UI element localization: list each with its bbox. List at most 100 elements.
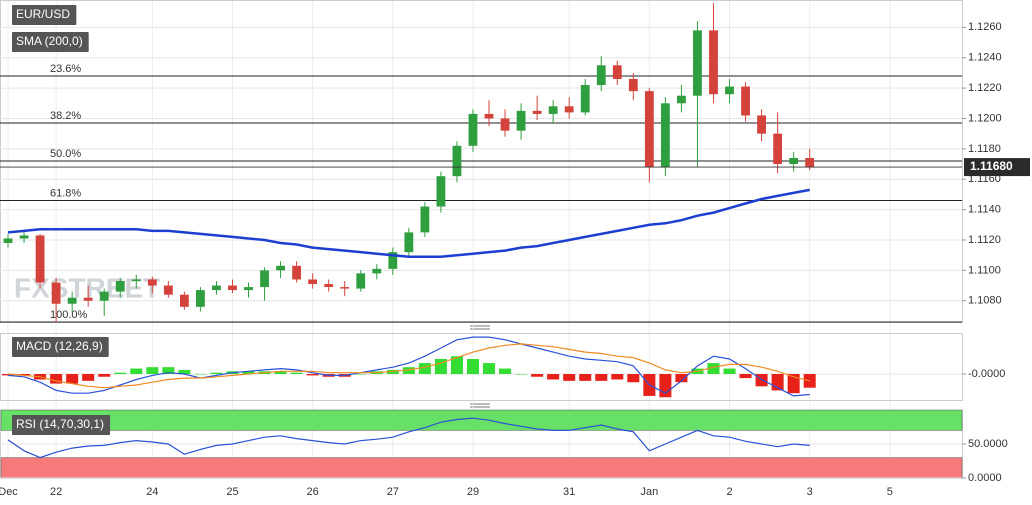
histogram-bar <box>450 356 463 375</box>
candle-body <box>773 133 783 165</box>
candle-body <box>340 287 350 289</box>
histogram-bar <box>98 374 111 377</box>
y-tick-label: 1.1140 <box>968 204 1001 216</box>
histogram-bar <box>434 358 447 375</box>
label-box <box>12 337 109 357</box>
histogram-bar <box>162 367 175 375</box>
y-tick-label: 50.0000 <box>968 438 1008 450</box>
histogram-bar <box>739 374 752 379</box>
histogram-bar <box>531 374 544 377</box>
candle-body <box>35 235 45 283</box>
label-box <box>12 32 89 52</box>
fib-label: 61.8% <box>50 187 81 199</box>
x-tick-label: 5 <box>887 486 893 498</box>
candle-body <box>532 110 542 114</box>
candle-body <box>67 297 77 304</box>
x-tick-label: 29 <box>467 486 479 498</box>
histogram-bar <box>466 358 479 375</box>
histogram-bar <box>579 374 592 381</box>
x-tick-label: Dec <box>0 486 18 498</box>
histogram-bar <box>627 374 640 383</box>
candle-body <box>147 279 157 286</box>
histogram-bar <box>499 368 512 375</box>
candle-body <box>356 273 366 289</box>
candle-body <box>436 176 446 207</box>
x-tick-label: Jan <box>640 486 658 498</box>
candle-body <box>677 95 686 104</box>
candle-body <box>693 30 702 96</box>
candle-body <box>179 294 189 307</box>
y-tick-label: -0.0000 <box>968 368 1005 380</box>
candle-body <box>99 291 109 301</box>
y-tick-label: 1.1260 <box>968 21 1002 33</box>
candle-body <box>452 145 462 177</box>
candle-body <box>228 285 237 291</box>
panel-label: RSI (14,70,30,1) <box>16 417 104 431</box>
candle-body <box>324 284 334 288</box>
y-tick-label: 1.1100 <box>968 264 1001 276</box>
candle-body <box>163 285 173 295</box>
macd-line <box>7 336 810 397</box>
x-tick-label: 24 <box>146 486 158 498</box>
y-tick-label: 1.1160 <box>968 173 1001 185</box>
candle-body <box>516 110 526 131</box>
candle-body <box>308 279 318 285</box>
candle-body <box>83 297 93 301</box>
candle-body <box>709 30 718 95</box>
y-tick-label: 1.1220 <box>968 82 1002 94</box>
y-tick-label: 1.1200 <box>968 112 1002 124</box>
histogram-bar <box>483 363 496 375</box>
candle-body <box>484 113 494 119</box>
histogram-bar <box>178 369 191 375</box>
candle-body <box>612 65 622 79</box>
histogram-bar <box>50 374 63 384</box>
x-tick-label: 26 <box>307 486 319 498</box>
y-tick-label: 1.1120 <box>968 234 1001 246</box>
candle-body <box>805 157 815 168</box>
candle-body <box>644 91 654 168</box>
label-box <box>12 5 77 25</box>
candle-body <box>404 232 414 253</box>
fib-label: 38.2% <box>50 110 81 122</box>
fib-label: 50.0% <box>50 148 81 160</box>
sma-line <box>7 188 810 258</box>
candle-body <box>260 270 269 288</box>
label-box <box>12 415 111 435</box>
candle-body <box>212 285 221 291</box>
rsi-line <box>7 417 810 459</box>
histogram-bar <box>290 372 303 375</box>
x-tick-label: 25 <box>226 486 238 498</box>
histogram-bar <box>66 374 79 384</box>
histogram-bar <box>82 374 95 381</box>
histogram-bar <box>2 374 15 376</box>
histogram-bar <box>402 367 415 375</box>
candle-body <box>468 113 478 146</box>
rsi-band <box>0 457 963 479</box>
candle-body <box>115 280 125 292</box>
candle-body <box>276 265 285 271</box>
histogram-bar <box>194 374 207 375</box>
candle-body <box>789 157 799 165</box>
candle-body <box>388 252 398 269</box>
candle-body <box>196 290 205 307</box>
histogram-bar <box>547 374 560 380</box>
x-tick-label: 27 <box>387 486 399 498</box>
candle-body <box>548 106 558 114</box>
x-tick-label: 22 <box>50 486 62 498</box>
fib-label: 100.0% <box>50 309 88 321</box>
candle-body <box>372 268 382 274</box>
histogram-bar <box>515 374 528 375</box>
last-price-label: 1.11680 <box>970 159 1013 173</box>
rsi-band <box>0 409 963 431</box>
histogram-bar <box>755 374 768 387</box>
histogram-bar <box>675 374 688 383</box>
y-tick-label: 1.1180 <box>968 143 1001 155</box>
candle-body <box>3 238 13 244</box>
histogram-bar <box>386 369 399 375</box>
histogram-bar <box>418 363 431 375</box>
candle-body <box>19 235 29 239</box>
x-tick-label: 31 <box>563 486 575 498</box>
histogram-bar <box>611 374 624 380</box>
histogram-bar <box>210 372 223 375</box>
